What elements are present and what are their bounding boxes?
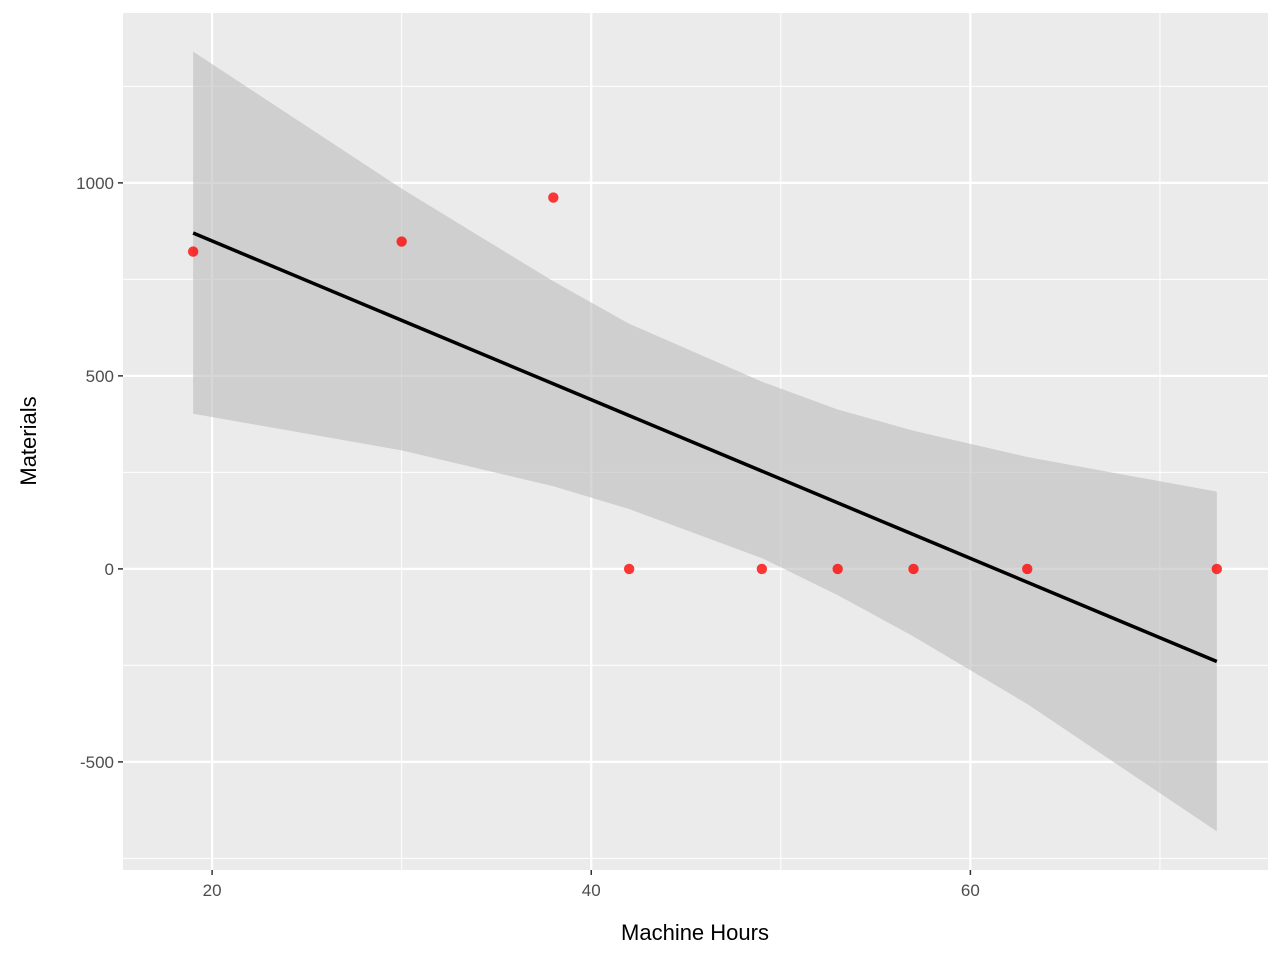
data-point [396, 236, 407, 247]
data-point [756, 563, 768, 575]
data-point [1211, 563, 1223, 575]
y-axis-ticks: -500 0 500 1000 [76, 174, 123, 772]
data-point [908, 563, 919, 575]
x-tick-label: 40 [582, 881, 601, 900]
x-axis-ticks: 20 40 60 [203, 870, 980, 900]
y-axis-title: Materials [16, 396, 41, 485]
data-points [187, 192, 1223, 575]
x-axis-title: Machine Hours [621, 920, 769, 945]
data-point [623, 563, 635, 575]
data-point [187, 246, 199, 257]
y-tick-label: 1000 [76, 174, 114, 193]
y-tick-label: 500 [86, 367, 114, 386]
regression-line [192, 231, 1218, 664]
data-point [832, 563, 843, 575]
y-tick-label: -500 [80, 753, 114, 772]
x-tick-label: 20 [203, 881, 222, 900]
confidence-band [193, 51, 1217, 832]
x-tick-label: 60 [961, 881, 980, 900]
data-point [1022, 563, 1033, 575]
data-point [548, 192, 559, 203]
y-tick-label: 0 [105, 560, 114, 579]
